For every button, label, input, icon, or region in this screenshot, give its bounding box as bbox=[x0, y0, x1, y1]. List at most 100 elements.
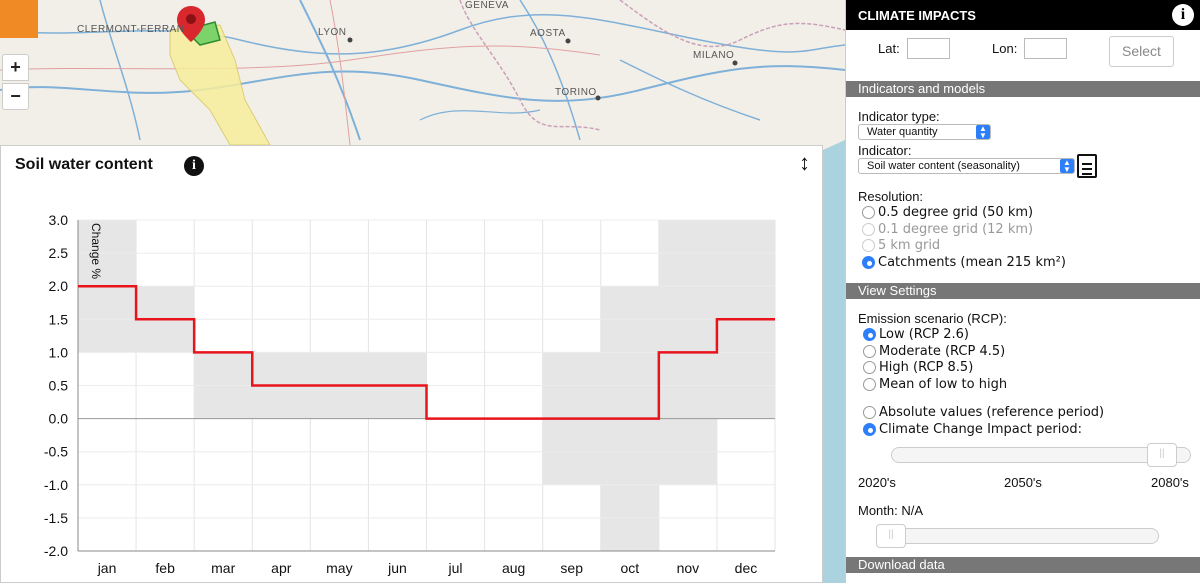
x-tick-label: aug bbox=[502, 560, 525, 576]
radio-button bbox=[862, 239, 875, 252]
emission-option[interactable]: High (RCP 8.5) bbox=[863, 360, 973, 375]
x-tick-label: jun bbox=[387, 560, 407, 576]
document-icon[interactable] bbox=[1077, 154, 1097, 178]
chevron-updown-icon: ▲ ▼ bbox=[976, 125, 990, 140]
sidebar-header: CLIMATE IMPACTS i bbox=[846, 0, 1200, 30]
x-tick-label: sep bbox=[560, 560, 583, 576]
resolution-option-label: 0.5 degree grid (50 km) bbox=[878, 205, 1034, 220]
month-label: Month: N/A bbox=[858, 503, 924, 518]
emission-option-label: Moderate (RCP 4.5) bbox=[879, 343, 1006, 359]
y-tick-label: -0.5 bbox=[44, 444, 68, 460]
radio-button[interactable] bbox=[863, 361, 876, 374]
x-tick-label: apr bbox=[271, 560, 292, 576]
series-line bbox=[78, 284, 775, 420]
x-tick-label: jan bbox=[97, 560, 117, 576]
select-button[interactable]: Select bbox=[1109, 36, 1174, 67]
radio-button[interactable] bbox=[863, 328, 876, 341]
radio-button[interactable] bbox=[862, 206, 875, 219]
lon-label: Lon: bbox=[992, 41, 1018, 56]
emission-option-label: High (RCP 8.5) bbox=[879, 360, 974, 375]
section-download-data[interactable]: Download data bbox=[846, 557, 1200, 573]
x-tick-label: oct bbox=[620, 560, 639, 576]
emission-option-label: Low (RCP 2.6) bbox=[879, 327, 969, 342]
zoom-out-button[interactable]: − bbox=[2, 83, 29, 110]
y-tick-label: 3.0 bbox=[49, 212, 69, 228]
lon-input[interactable] bbox=[1024, 38, 1067, 59]
indicator-type-value: Water quantity bbox=[867, 126, 938, 138]
radio-button[interactable] bbox=[863, 344, 876, 358]
y-tick-label: 2.0 bbox=[49, 278, 69, 294]
indicator-type-label: Indicator type: bbox=[858, 109, 940, 124]
resolution-label: Resolution: bbox=[858, 189, 924, 204]
resolution-option-label: Catchments (mean 215 km²) bbox=[878, 254, 1066, 270]
indicator-type-select[interactable]: Water quantity ▲ ▼ bbox=[858, 124, 991, 140]
chevron-updown-icon: ▲ ▼ bbox=[1060, 159, 1074, 174]
indicator-value: Soil water content (seasonality) bbox=[867, 160, 1020, 172]
period-tick-2080s: 2080's bbox=[1151, 475, 1189, 490]
lat-input[interactable] bbox=[907, 38, 950, 59]
lat-label: Lat: bbox=[878, 41, 900, 56]
map-label-torino: TORINO bbox=[555, 87, 597, 98]
period-option-label: Absolute values (reference period) bbox=[879, 405, 1105, 420]
period-option-label: Climate Change Impact period: bbox=[879, 422, 1082, 437]
section-view-settings: View Settings bbox=[846, 283, 1200, 299]
section-indicators-models: Indicators and models bbox=[846, 81, 1200, 97]
x-tick-label: mar bbox=[211, 560, 235, 576]
period-tick-2050s: 2050's bbox=[1004, 475, 1042, 490]
emission-option[interactable]: Moderate (RCP 4.5) bbox=[863, 344, 1005, 359]
resolution-option-label: 0.1 degree grid (12 km) bbox=[878, 221, 1034, 237]
month-slider[interactable] bbox=[876, 528, 1159, 544]
info-icon[interactable]: i bbox=[184, 156, 204, 176]
y-tick-label: 2.5 bbox=[49, 245, 69, 261]
y-tick-label: 1.0 bbox=[49, 344, 69, 360]
y-tick-label: -1.5 bbox=[44, 510, 68, 526]
radio-button[interactable] bbox=[862, 255, 875, 269]
period-option[interactable]: Climate Change Impact period: bbox=[863, 422, 1082, 437]
indicator-select[interactable]: Soil water content (seasonality) ▲ ▼ bbox=[858, 158, 1075, 174]
period-tick-2020s: 2020's bbox=[858, 475, 896, 490]
y-tick-label: 1.5 bbox=[49, 311, 69, 327]
emission-option[interactable]: Mean of low to high bbox=[863, 377, 1007, 392]
zoom-in-button[interactable]: + bbox=[2, 54, 29, 81]
sidebar-title: CLIMATE IMPACTS bbox=[858, 8, 976, 23]
period-slider-handle[interactable] bbox=[1147, 443, 1177, 467]
map-label-lyon: LYON bbox=[318, 27, 347, 38]
period-option[interactable]: Absolute values (reference period) bbox=[863, 405, 1104, 420]
radio-button[interactable] bbox=[863, 377, 876, 391]
x-tick-label: dec bbox=[735, 560, 758, 576]
indicator-label: Indicator: bbox=[858, 143, 912, 158]
emission-option[interactable]: Low (RCP 2.6) bbox=[863, 327, 969, 342]
resolution-option: 0.1 degree grid (12 km) bbox=[862, 222, 1033, 237]
map-label-geneva: GENEVA bbox=[465, 0, 509, 11]
emission-label: Emission scenario (RCP): bbox=[858, 311, 1007, 326]
y-tick-label: 0.5 bbox=[49, 378, 69, 394]
y-axis-label: Change % bbox=[89, 223, 103, 279]
y-tick-label: -2.0 bbox=[44, 543, 68, 559]
resolution-option-label: 5 km grid bbox=[878, 238, 941, 253]
radio-button[interactable] bbox=[863, 406, 876, 419]
radio-button[interactable] bbox=[863, 423, 876, 436]
resize-icon[interactable]: ↕ bbox=[799, 150, 810, 175]
resolution-option[interactable]: 0.5 degree grid (50 km) bbox=[862, 205, 1033, 220]
chart-panel: Soil water content i ↕ 3.0 2.5 2.0 1.5 1.0 0.… bbox=[0, 145, 823, 583]
radio-button bbox=[862, 222, 875, 236]
emission-option-label: Mean of low to high bbox=[879, 376, 1008, 392]
map-label-milano: MILANO bbox=[693, 50, 735, 61]
x-tick-label: may bbox=[326, 560, 352, 576]
map-label-clermont: CLERMONT-FERRAN bbox=[77, 24, 185, 35]
chart-title: Soil water content bbox=[15, 156, 153, 173]
resolution-option[interactable]: Catchments (mean 215 km²) bbox=[862, 255, 1066, 270]
layer-toggle[interactable] bbox=[0, 0, 38, 38]
resolution-option: 5 km grid bbox=[862, 238, 940, 253]
soil-water-chart: 3.0 2.5 2.0 1.5 1.0 0.5 0.0 -0.5 -1.0 -1.5 -2.0 jan… bbox=[44, 212, 776, 576]
climate-impacts-sidebar: CLIMATE IMPACTS i Lat: Lon: Select Indic… bbox=[845, 0, 1200, 583]
map-label-aosta: AOSTA bbox=[530, 28, 566, 39]
period-slider[interactable] bbox=[891, 447, 1191, 463]
x-tick-label: nov bbox=[677, 560, 700, 576]
month-slider-handle[interactable] bbox=[876, 524, 906, 548]
info-icon[interactable]: i bbox=[1172, 4, 1194, 26]
y-tick-label: -1.0 bbox=[44, 477, 68, 493]
x-tick-label: jul bbox=[448, 560, 463, 576]
x-tick-label: feb bbox=[155, 560, 175, 576]
y-tick-label: 0.0 bbox=[49, 411, 69, 427]
